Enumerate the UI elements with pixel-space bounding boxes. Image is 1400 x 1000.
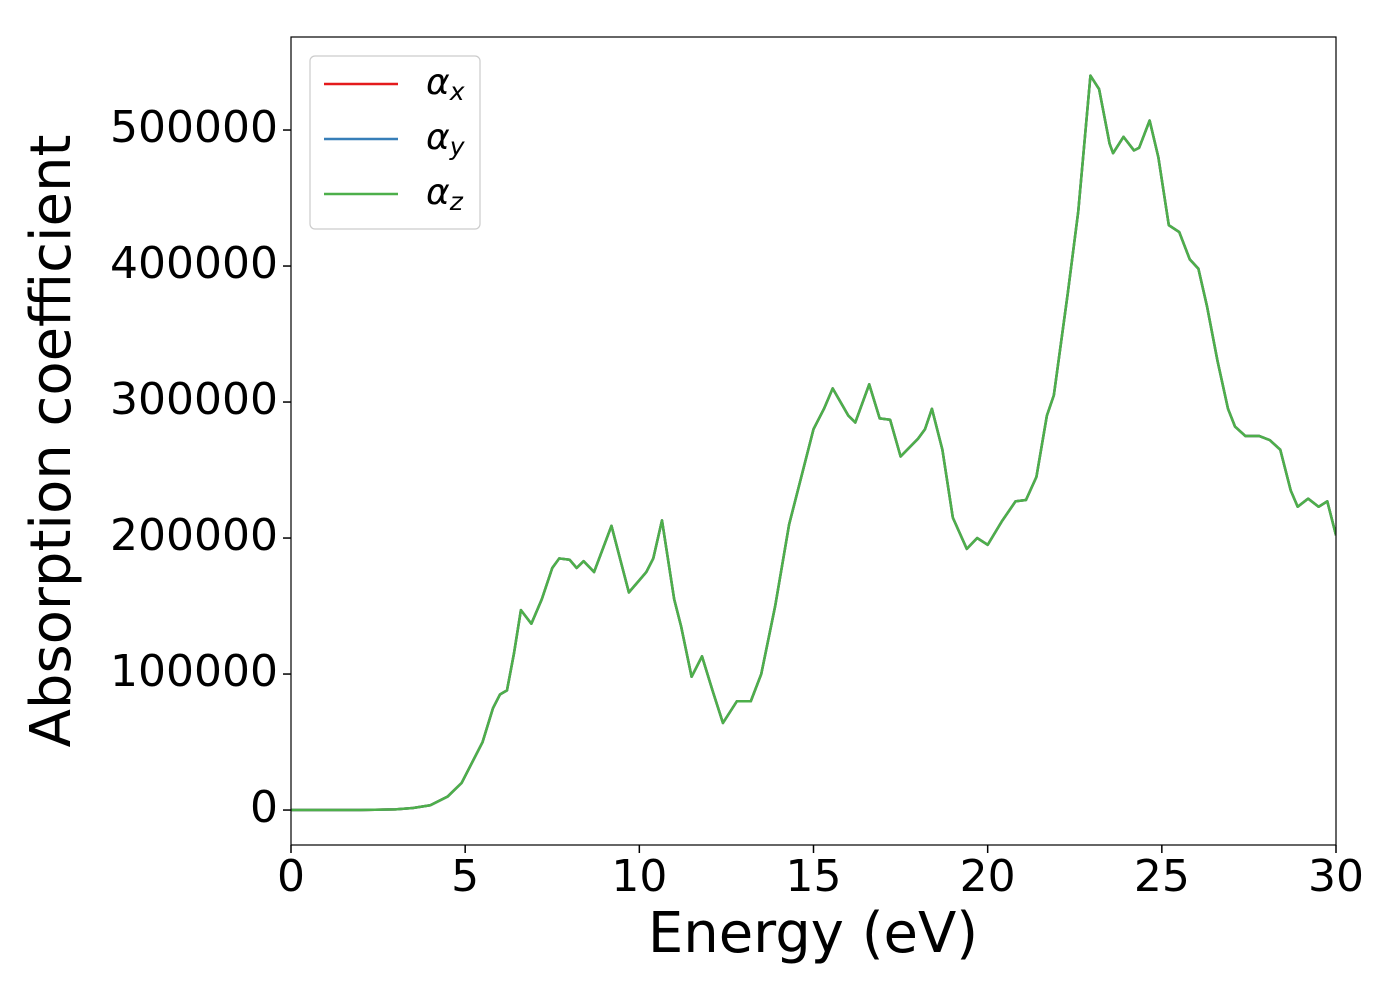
x-tick-label: 5 bbox=[451, 851, 479, 902]
plot-frame bbox=[290, 36, 1337, 846]
y-tick-label: 0 bbox=[250, 782, 278, 833]
y-tick-label: 300000 bbox=[110, 374, 278, 425]
y-tick-label: 100000 bbox=[110, 646, 278, 697]
legend-box bbox=[309, 55, 481, 230]
legend-label: αz bbox=[426, 172, 464, 216]
legend-label: αy bbox=[426, 117, 466, 161]
x-tick-label: 10 bbox=[611, 851, 667, 902]
x-tick-label: 25 bbox=[1134, 851, 1190, 902]
y-tick-label: 500000 bbox=[110, 102, 278, 153]
x-tick-label: 0 bbox=[277, 851, 305, 902]
series-line bbox=[291, 74, 1336, 812]
y-tick-label: 400000 bbox=[110, 238, 278, 289]
y-axis-label: Absorption coefficient bbox=[19, 135, 84, 748]
x-tick-label: 30 bbox=[1308, 851, 1364, 902]
x-axis-label: Energy (eV) bbox=[648, 901, 978, 966]
y-tick-label: 200000 bbox=[110, 510, 278, 561]
x-tick-label: 20 bbox=[960, 851, 1016, 902]
x-tick-label: 15 bbox=[786, 851, 842, 902]
legend-label: αx bbox=[426, 62, 465, 106]
